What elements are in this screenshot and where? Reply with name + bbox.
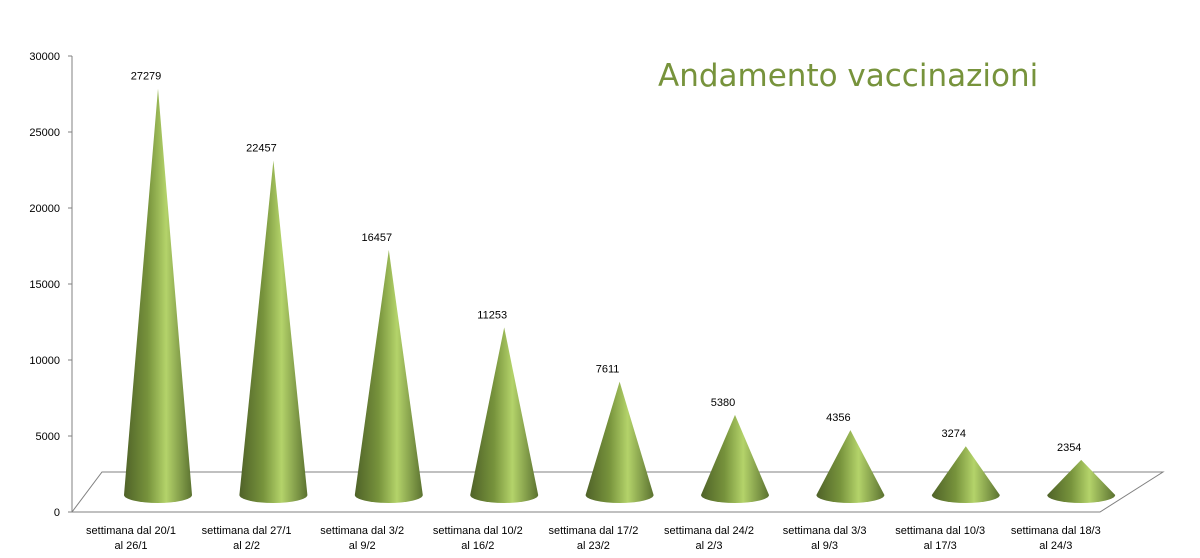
y-tick-label: 15000 (29, 279, 60, 291)
category-label: settimana dal 10/2 (433, 525, 523, 537)
data-label: 5380 (711, 397, 735, 409)
cone-bar (470, 327, 539, 503)
data-label: 11253 (477, 309, 507, 321)
data-label: 2354 (1057, 442, 1081, 454)
data-label: 7611 (596, 364, 620, 376)
category-label: al 26/1 (114, 540, 147, 552)
chart-floor (71, 471, 1165, 513)
category-label: settimana dal 20/1 (86, 525, 176, 537)
y-tick-label: 25000 (29, 127, 60, 139)
data-label: 27279 (131, 71, 162, 83)
category-label: al 9/2 (349, 540, 376, 552)
category-label: al 24/3 (1039, 540, 1072, 552)
cone-bar (585, 381, 654, 503)
cone-bar (124, 88, 192, 504)
category-label: al 9/3 (811, 540, 838, 552)
y-tick-label: 30000 (29, 51, 60, 63)
category-label: settimana dal 10/3 (895, 525, 985, 537)
data-label: 16457 (362, 232, 393, 244)
category-label: settimana dal 17/2 (548, 525, 638, 537)
cone-bar (1047, 459, 1116, 503)
category-label: al 17/3 (924, 540, 957, 552)
category-label: settimana dal 24/2 (664, 525, 754, 537)
cone-bar (816, 430, 885, 503)
y-tick-label: 20000 (29, 203, 60, 215)
category-label: al 2/2 (233, 540, 260, 552)
y-tick-label: 5000 (36, 431, 60, 443)
category-label: al 16/2 (461, 540, 494, 552)
cone-bar (239, 160, 308, 503)
data-label: 22457 (246, 142, 277, 154)
category-label: settimana dal 3/3 (783, 525, 867, 537)
category-label: al 2/3 (696, 540, 723, 552)
category-label: settimana dal 18/3 (1011, 525, 1101, 537)
category-label: settimana dal 3/2 (320, 525, 404, 537)
cone-bar (701, 414, 769, 503)
y-tick-label: 10000 (29, 355, 60, 367)
category-label: al 23/2 (577, 540, 610, 552)
y-tick-label: 0 (54, 507, 60, 519)
chart-title: Andamento vaccinazioni (658, 58, 1039, 94)
category-label: settimana dal 27/1 (202, 525, 292, 537)
data-label: 4356 (826, 412, 850, 424)
cone-bar (354, 249, 423, 503)
data-label: 3274 (942, 428, 966, 440)
cone-bar (931, 446, 1000, 503)
